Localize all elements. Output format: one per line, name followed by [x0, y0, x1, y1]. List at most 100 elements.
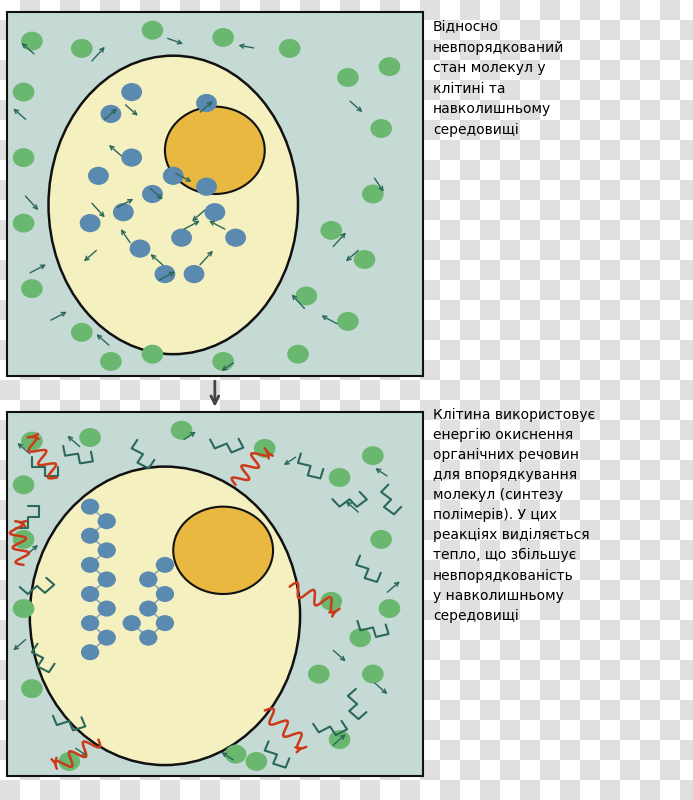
- Bar: [400, 260, 420, 280]
- Bar: [320, 740, 340, 760]
- Bar: [600, 40, 620, 60]
- Bar: [200, 440, 220, 460]
- Bar: [100, 580, 120, 600]
- Bar: [560, 60, 580, 80]
- Bar: [300, 620, 320, 640]
- Bar: [320, 160, 340, 180]
- Bar: [0, 380, 20, 400]
- Bar: [100, 360, 120, 380]
- Bar: [180, 240, 200, 260]
- Bar: [160, 500, 180, 520]
- Bar: [180, 540, 200, 560]
- Bar: [240, 400, 260, 420]
- Bar: [20, 360, 40, 380]
- Bar: [140, 440, 160, 460]
- Bar: [460, 0, 480, 20]
- Bar: [560, 140, 580, 160]
- Bar: [600, 20, 620, 40]
- Bar: [640, 460, 660, 480]
- Bar: [160, 520, 180, 540]
- Bar: [660, 120, 680, 140]
- Bar: [520, 100, 540, 120]
- Bar: [160, 720, 180, 740]
- Bar: [100, 200, 120, 220]
- Bar: [120, 80, 140, 100]
- Bar: [620, 520, 640, 540]
- Bar: [580, 680, 600, 700]
- Bar: [40, 580, 60, 600]
- Bar: [400, 520, 420, 540]
- Bar: [180, 580, 200, 600]
- Bar: [380, 120, 400, 140]
- Circle shape: [12, 530, 35, 549]
- Bar: [460, 380, 480, 400]
- Bar: [680, 360, 693, 380]
- Bar: [60, 640, 80, 660]
- Bar: [600, 280, 620, 300]
- Bar: [380, 140, 400, 160]
- Bar: [80, 580, 100, 600]
- Bar: [80, 540, 100, 560]
- Bar: [180, 180, 200, 200]
- Bar: [660, 40, 680, 60]
- Bar: [20, 400, 40, 420]
- Bar: [440, 400, 460, 420]
- Bar: [260, 260, 280, 280]
- Bar: [0, 140, 20, 160]
- Bar: [400, 440, 420, 460]
- Bar: [500, 360, 520, 380]
- Bar: [660, 300, 680, 320]
- Bar: [640, 720, 660, 740]
- Circle shape: [21, 679, 43, 698]
- Bar: [560, 160, 580, 180]
- Bar: [60, 300, 80, 320]
- Bar: [660, 700, 680, 720]
- Bar: [500, 480, 520, 500]
- Bar: [460, 420, 480, 440]
- Bar: [680, 240, 693, 260]
- Bar: [580, 340, 600, 360]
- Bar: [160, 680, 180, 700]
- Bar: [40, 480, 60, 500]
- Bar: [60, 660, 80, 680]
- Bar: [580, 260, 600, 280]
- Bar: [300, 160, 320, 180]
- Circle shape: [81, 557, 99, 573]
- Bar: [140, 180, 160, 200]
- Bar: [340, 120, 360, 140]
- Bar: [160, 780, 180, 800]
- Bar: [360, 260, 380, 280]
- Bar: [180, 560, 200, 580]
- Bar: [120, 20, 140, 40]
- Bar: [160, 200, 180, 220]
- Bar: [440, 320, 460, 340]
- Bar: [80, 640, 100, 660]
- Bar: [220, 120, 240, 140]
- Bar: [500, 500, 520, 520]
- Circle shape: [142, 185, 163, 203]
- Bar: [240, 780, 260, 800]
- Bar: [440, 360, 460, 380]
- Bar: [380, 620, 400, 640]
- Circle shape: [337, 68, 359, 87]
- Bar: [160, 360, 180, 380]
- Bar: [120, 60, 140, 80]
- Bar: [80, 120, 100, 140]
- Bar: [500, 240, 520, 260]
- Bar: [400, 720, 420, 740]
- Bar: [380, 540, 400, 560]
- Bar: [600, 580, 620, 600]
- Bar: [300, 260, 320, 280]
- Bar: [420, 160, 440, 180]
- Bar: [140, 340, 160, 360]
- Bar: [420, 340, 440, 360]
- Bar: [140, 320, 160, 340]
- Bar: [620, 240, 640, 260]
- Bar: [600, 720, 620, 740]
- Bar: [100, 660, 120, 680]
- Bar: [20, 720, 40, 740]
- Bar: [300, 360, 320, 380]
- Bar: [660, 380, 680, 400]
- Bar: [60, 480, 80, 500]
- Bar: [360, 600, 380, 620]
